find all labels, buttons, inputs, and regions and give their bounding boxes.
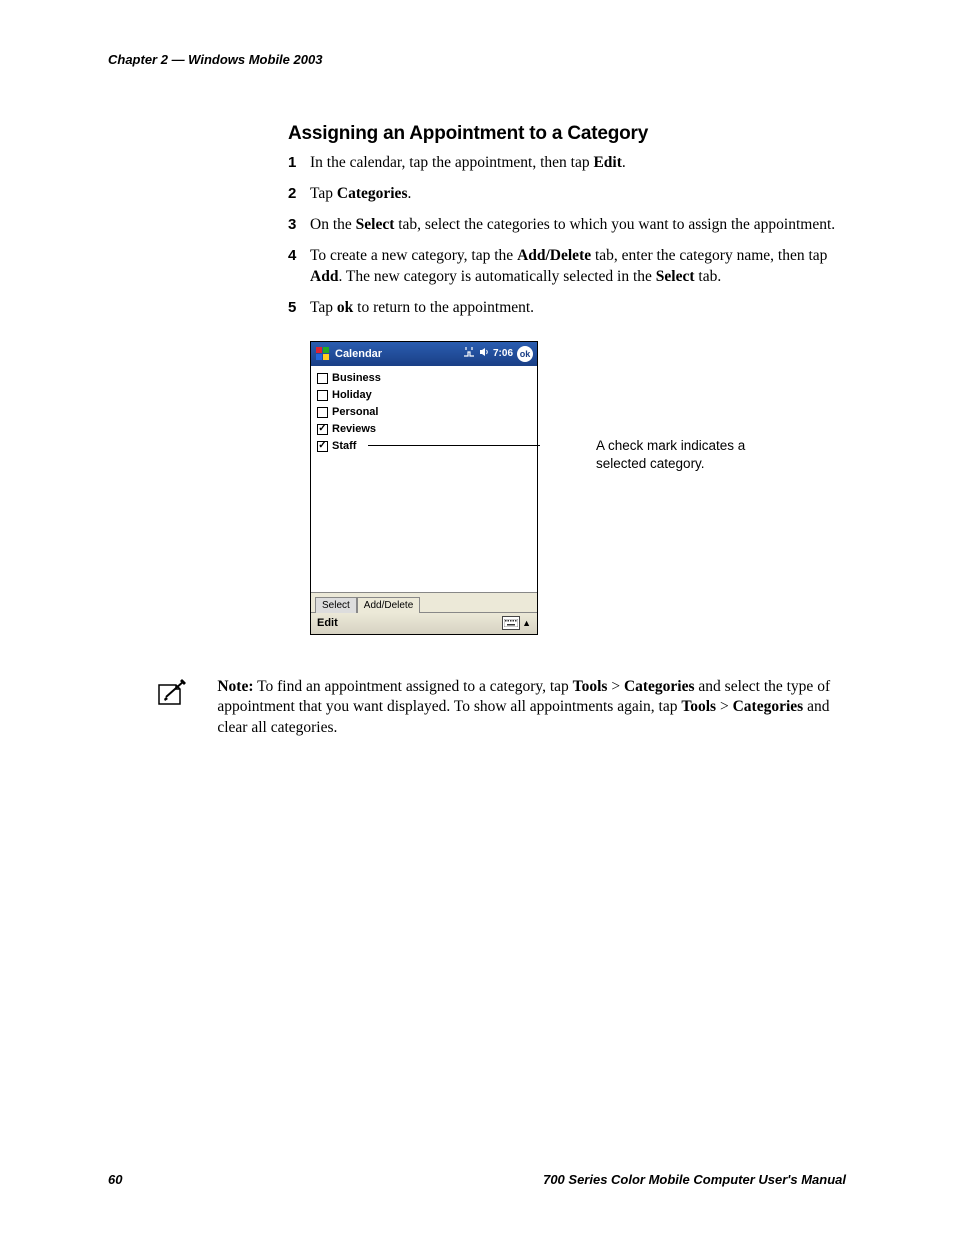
category-label: Holiday xyxy=(332,389,372,401)
note-bold: Catego­ries xyxy=(624,678,695,695)
category-label: Staff xyxy=(332,440,356,452)
category-row-holiday[interactable]: Holiday xyxy=(317,387,531,404)
step-bold: Categories xyxy=(337,185,408,202)
pda-body: Business Holiday Personal Reviews xyxy=(311,366,537,592)
step-text: tab, select the categories to which you … xyxy=(394,216,835,233)
step-text: . The new category is automatically sele… xyxy=(338,268,655,285)
checkbox-unchecked[interactable] xyxy=(317,390,328,401)
step-1: In the calendar, tap the appointment, th… xyxy=(288,153,846,174)
tab-add-delete[interactable]: Add/Delete xyxy=(357,597,420,613)
step-text: Tap xyxy=(310,299,337,316)
note-icon-column xyxy=(108,677,217,712)
checkbox-checked[interactable] xyxy=(317,424,328,435)
step-bold: Add/Delete xyxy=(517,247,591,264)
content-column: Assigning an Appointment to a Category I… xyxy=(288,123,846,635)
note-bold: Tools xyxy=(573,678,608,695)
note-body: > xyxy=(716,698,733,715)
sip-arrow-icon[interactable]: ▲ xyxy=(522,618,531,628)
windows-start-icon[interactable] xyxy=(315,346,331,362)
note-bold: Categories xyxy=(733,698,804,715)
chapter-header: Chapter 2 — Windows Mobile 2003 xyxy=(108,52,846,67)
pda-tab-bar: Select Add/Delete xyxy=(311,592,537,612)
category-label: Personal xyxy=(332,406,378,418)
keyboard-icon[interactable] xyxy=(502,616,520,630)
page-footer: 60 700 Series Color Mobile Computer User… xyxy=(108,1172,846,1187)
pda-title: Calendar xyxy=(335,348,382,360)
note-body: To find an appointment assigned to a cat… xyxy=(254,678,573,695)
manual-title: 700 Series Color Mobile Computer User's … xyxy=(543,1172,846,1187)
note-row: Note: To find an appointment assigned to… xyxy=(108,677,846,740)
edit-menu[interactable]: Edit xyxy=(317,617,338,629)
note-icon xyxy=(156,677,190,712)
category-label: Reviews xyxy=(332,423,376,435)
pda-status-icons: 7:06 ok xyxy=(463,346,533,362)
ok-button[interactable]: ok xyxy=(517,346,533,362)
step-2: Tap Categories. xyxy=(288,184,846,205)
connectivity-icon xyxy=(463,347,475,360)
note-body: > xyxy=(607,678,624,695)
category-row-staff[interactable]: Staff xyxy=(317,438,531,455)
callout-leader-line xyxy=(368,445,540,446)
step-text: to return to the appointment. xyxy=(353,299,534,316)
note-label: Note: xyxy=(217,678,253,695)
step-bold: Add xyxy=(310,268,338,285)
figure-row: Calendar 7:06 ok xyxy=(310,341,846,635)
page: Chapter 2 — Windows Mobile 2003 Assignin… xyxy=(0,0,954,1235)
pda-screenshot: Calendar 7:06 ok xyxy=(310,341,538,635)
step-bold: ok xyxy=(337,299,353,316)
steps-list: In the calendar, tap the appointment, th… xyxy=(288,153,846,319)
category-row-business[interactable]: Business xyxy=(317,370,531,387)
speaker-icon xyxy=(479,347,489,360)
section-heading: Assigning an Appointment to a Category xyxy=(288,123,846,145)
checkbox-unchecked[interactable] xyxy=(317,407,328,418)
step-4: To create a new category, tap the Add/De… xyxy=(288,246,846,288)
step-5: Tap ok to return to the appointment. xyxy=(288,298,846,319)
step-text: tab. xyxy=(695,268,722,285)
tab-select[interactable]: Select xyxy=(315,597,357,613)
pda-bottom-bar: Edit ▲ xyxy=(311,612,537,634)
note-bold: Tools xyxy=(681,698,716,715)
checkbox-checked[interactable] xyxy=(317,441,328,452)
callout: A check mark indicates a selected catego… xyxy=(586,437,766,473)
step-text: . xyxy=(622,154,626,171)
step-text: In the calendar, tap the appointment, th… xyxy=(310,154,593,171)
pda-window: Calendar 7:06 ok xyxy=(310,341,538,635)
step-text: Tap xyxy=(310,185,337,202)
step-bold: Select xyxy=(356,216,395,233)
category-label: Business xyxy=(332,372,381,384)
callout-text: A check mark indicates a selected catego… xyxy=(596,437,766,473)
step-bold: Select xyxy=(656,268,695,285)
step-text: To create a new category, tap the xyxy=(310,247,517,264)
step-text: . xyxy=(407,185,411,202)
pda-time: 7:06 xyxy=(493,348,513,359)
step-text: tab, enter the category name, then tap xyxy=(591,247,827,264)
step-text: On the xyxy=(310,216,356,233)
category-row-personal[interactable]: Personal xyxy=(317,404,531,421)
pda-titlebar: Calendar 7:06 ok xyxy=(311,342,537,366)
category-row-reviews[interactable]: Reviews xyxy=(317,421,531,438)
page-number: 60 xyxy=(108,1172,122,1187)
step-3: On the Select tab, select the categories… xyxy=(288,215,846,236)
step-bold: Edit xyxy=(593,154,621,171)
checkbox-unchecked[interactable] xyxy=(317,373,328,384)
note-text: Note: To find an appointment assigned to… xyxy=(217,677,846,740)
